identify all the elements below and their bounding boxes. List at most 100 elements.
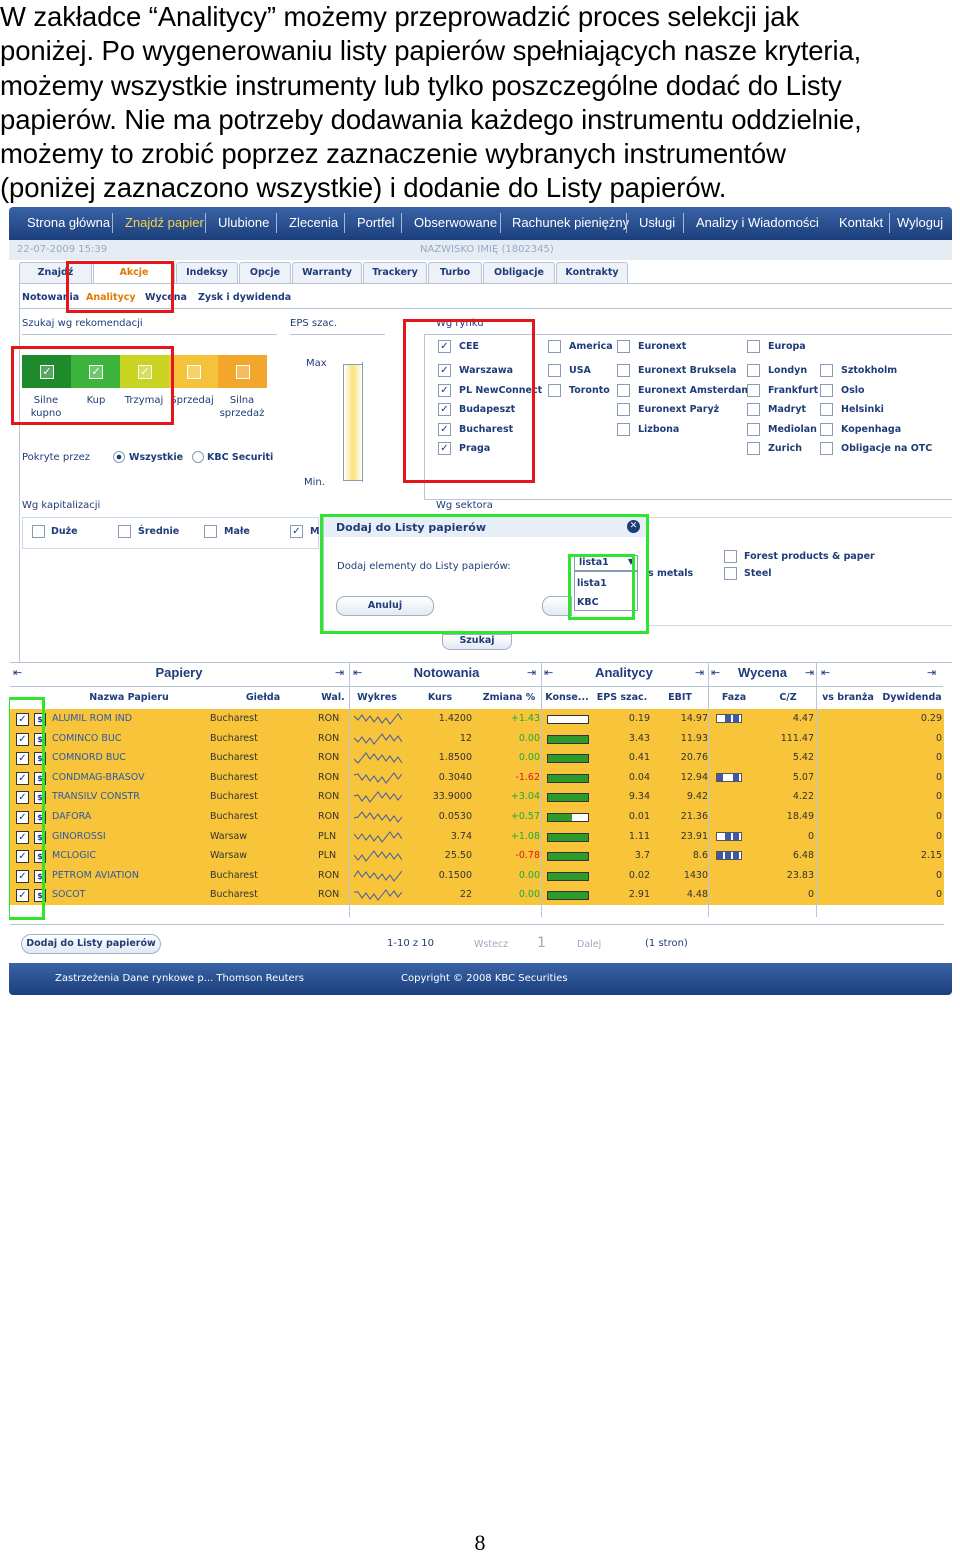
cancel-button[interactable]: Anuluj — [336, 596, 434, 616]
expand-right-icon[interactable]: ⇥ — [527, 666, 537, 679]
row-checkbox[interactable]: ✓ — [16, 752, 29, 766]
confirm-button[interactable] — [542, 596, 572, 616]
collapse-left-icon[interactable]: ⇤ — [353, 666, 363, 679]
collapse-left-icon[interactable]: ⇤ — [821, 666, 831, 679]
radio-all[interactable] — [113, 451, 125, 463]
cell-name[interactable]: SOCOT — [52, 889, 86, 901]
rekom-checkbox[interactable]: ✓ — [89, 365, 103, 379]
expand-right-icon[interactable]: ⇥ — [335, 666, 345, 679]
rekom-checkbox[interactable] — [187, 365, 201, 379]
col-ebit[interactable]: EBIT — [668, 692, 692, 703]
rekom-square[interactable]: ✓ — [120, 355, 169, 388]
nav-cash-account[interactable]: Rachunek pieniężny — [512, 215, 630, 230]
market-checkbox[interactable] — [617, 384, 630, 397]
expand-right-icon[interactable]: ⇥ — [805, 666, 815, 679]
close-icon[interactable]: ✕ — [627, 520, 640, 533]
market-checkbox[interactable]: ✓ — [438, 423, 451, 436]
cell-name[interactable]: CONDMAG-BRASOV — [52, 771, 145, 783]
col-change[interactable]: Zmiana % — [482, 692, 536, 703]
collapse-left-icon[interactable]: ⇤ — [13, 666, 23, 679]
market-checkbox[interactable]: ✓ — [438, 403, 451, 416]
nav-orders[interactable]: Zlecenia — [289, 215, 339, 230]
nav-portfolio[interactable]: Portfel — [357, 215, 395, 230]
nav-favourites[interactable]: Ulubione — [218, 215, 270, 230]
pager-next[interactable]: Dalej — [577, 939, 602, 950]
subtab-quotes[interactable]: Notowania — [22, 292, 80, 303]
table-row[interactable]: ✓ $ TRANSILV CONSTR Bucharest RON 33.9000 +3.0… — [10, 787, 944, 807]
market-checkbox[interactable] — [617, 403, 630, 416]
table-row[interactable]: ✓ $ COMINCO BUC Bucharest RON 12 0.00 3.43 11.93… — [10, 729, 944, 749]
cap-small-checkbox[interactable] — [204, 525, 217, 538]
list-option[interactable]: KBC — [577, 597, 599, 608]
collapse-left-icon[interactable]: ⇤ — [711, 666, 721, 679]
col-phase[interactable]: Faza — [721, 692, 747, 703]
market-checkbox[interactable] — [747, 442, 760, 455]
row-checkbox[interactable]: ✓ — [16, 713, 29, 726]
rekom-checkbox[interactable]: ✓ — [138, 365, 152, 379]
market-checkbox[interactable] — [617, 340, 630, 353]
col-pe[interactable]: C/Z — [779, 692, 797, 703]
radio-kbc[interactable] — [192, 451, 204, 463]
market-checkbox[interactable] — [820, 403, 833, 416]
table-row[interactable]: ✓ $ GINOROSSI Warsaw PLN 3.74 +1.08 1.11 23.91 0 0 — [10, 827, 944, 847]
list-option[interactable]: lista1 — [577, 578, 607, 589]
market-checkbox[interactable] — [820, 384, 833, 397]
tab-bonds[interactable]: Obligacje — [483, 262, 555, 283]
row-checkbox[interactable]: ✓ — [16, 869, 29, 883]
market-checkbox[interactable] — [617, 364, 630, 377]
pager-prev[interactable]: Wstecz — [474, 939, 509, 950]
col-price[interactable]: Kurs — [427, 692, 453, 703]
col-dividend[interactable]: Dywidenda — [882, 692, 942, 703]
subtab-profit-dividend[interactable]: Zysk i dywidenda — [198, 292, 292, 303]
row-checkbox[interactable]: ✓ — [16, 732, 29, 746]
market-checkbox[interactable] — [548, 364, 561, 377]
market-checkbox[interactable] — [548, 384, 561, 397]
market-checkbox[interactable] — [747, 384, 760, 397]
market-checkbox[interactable]: ✓ — [438, 442, 451, 455]
col-name[interactable]: Nazwa Papieru — [89, 692, 169, 703]
table-row[interactable]: ✓ $ MCLOGIC Warsaw PLN 25.50 -0.78 3.7 8.6 6.48 2.… — [10, 846, 944, 866]
subtab-analysts[interactable]: Analitycy — [86, 292, 136, 303]
col-consensus[interactable]: Konse... — [545, 692, 589, 703]
market-checkbox[interactable] — [747, 403, 760, 416]
rekom-square[interactable]: ✓ — [22, 355, 71, 388]
market-checkbox[interactable] — [548, 340, 561, 353]
subtab-valuation[interactable]: Wycena — [145, 292, 187, 303]
cap-large-checkbox[interactable] — [32, 525, 45, 538]
search-button[interactable]: Szukaj — [442, 634, 512, 650]
add-to-list-button[interactable]: Dodaj do Listy papierów — [21, 934, 161, 954]
market-checkbox[interactable] — [820, 423, 833, 436]
rekom-checkbox[interactable]: ✓ — [40, 365, 54, 379]
col-currency[interactable]: Wal. — [321, 692, 345, 703]
table-row[interactable]: ✓ $ ALUMIL ROM IND Bucharest RON 1.4200 +1.43 0… — [10, 709, 944, 729]
tab-indices[interactable]: Indeksy — [176, 262, 238, 283]
sector-forest-checkbox[interactable] — [724, 550, 737, 563]
row-checkbox[interactable]: ✓ — [16, 771, 29, 785]
cell-name[interactable]: GINOROSSI — [52, 830, 106, 842]
row-checkbox[interactable]: ✓ — [16, 791, 29, 805]
tab-options[interactable]: Opcje — [239, 262, 291, 283]
table-row[interactable]: ✓ $ CONDMAG-BRASOV Bucharest RON 0.3040 -1.62 0… — [10, 768, 944, 788]
rekom-square[interactable] — [169, 355, 218, 388]
market-checkbox[interactable] — [617, 423, 630, 436]
cell-name[interactable]: COMNORD BUC — [52, 752, 126, 764]
footer-disclaimer[interactable]: Zastrzeżenia Dane rynkowe p... Thomson R… — [55, 973, 304, 984]
list-select[interactable]: lista1 ▼ — [574, 555, 638, 571]
rekom-checkbox[interactable] — [236, 365, 250, 379]
row-checkbox[interactable]: ✓ — [16, 811, 29, 824]
table-row[interactable]: ✓ $ DAFORA Bucharest RON 0.0530 +0.57 0.01 21.36… — [10, 807, 944, 827]
sector-steel-checkbox[interactable] — [724, 567, 737, 580]
nav-find-security[interactable]: Znajdź papier — [125, 215, 204, 230]
nav-home[interactable]: Strona główna — [27, 215, 111, 230]
pager-page[interactable]: 1 — [537, 935, 546, 951]
nav-contact[interactable]: Kontakt — [839, 215, 884, 230]
market-checkbox[interactable]: ✓ — [438, 364, 451, 377]
row-checkbox[interactable]: ✓ — [16, 889, 29, 903]
table-row[interactable]: ✓ $ COMNORD BUC Bucharest RON 1.8500 0.00 0.41 2… — [10, 748, 944, 768]
table-row[interactable]: ✓ $ PETROM AVIATION Bucharest RON 0.1500 0.00 0… — [10, 866, 944, 886]
nav-services[interactable]: Usługi — [639, 215, 676, 230]
cell-name[interactable]: ALUMIL ROM IND — [52, 713, 133, 724]
nav-logout[interactable]: Wyloguj — [897, 215, 944, 230]
nav-watched[interactable]: Obserwowane — [414, 215, 498, 230]
rekom-square[interactable] — [218, 355, 267, 388]
